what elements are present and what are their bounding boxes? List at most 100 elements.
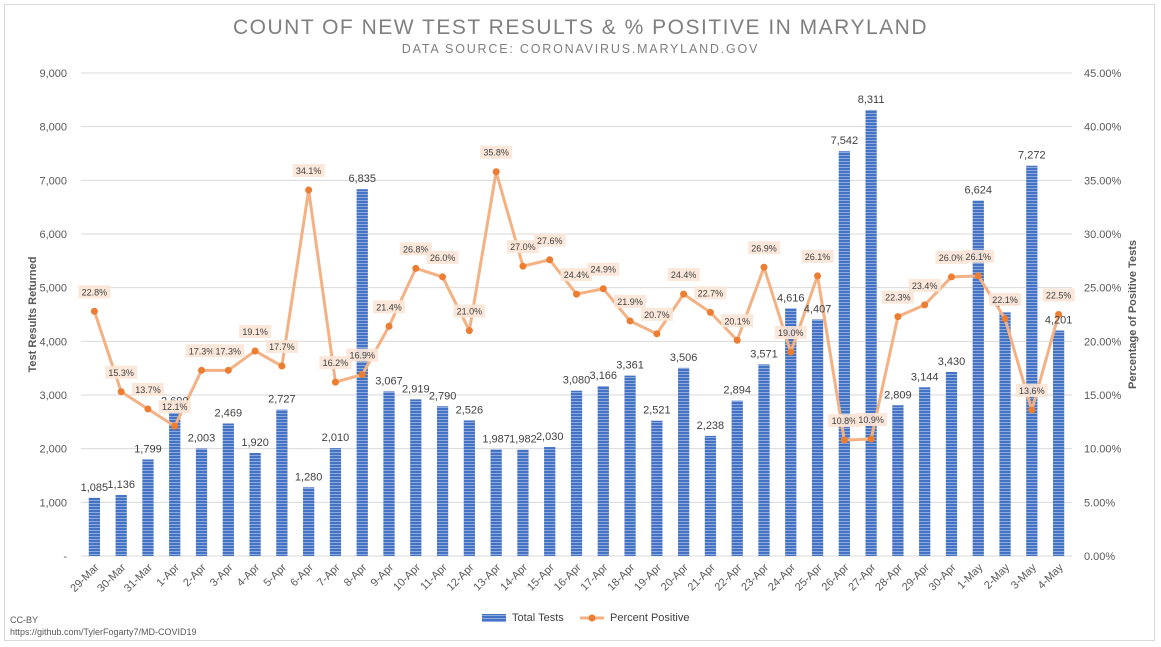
- x-tick-label: 27-Apr: [846, 561, 878, 593]
- bar-series: [88, 109, 1065, 557]
- x-tick-label: 15-Apr: [525, 561, 557, 593]
- bar: [785, 308, 797, 556]
- bar: [811, 319, 824, 556]
- percent-label-bg: [346, 348, 379, 362]
- bar-value-label: 1,136: [107, 479, 135, 491]
- line-marker: [921, 301, 929, 309]
- bar-value-label: 2,030: [536, 431, 564, 443]
- line-marker: [626, 317, 634, 325]
- data-labels: 1,0851,1361,7992,6902,0032,4691,9202,727…: [78, 94, 1075, 494]
- line-series: [90, 168, 1063, 444]
- bar-value-label: 1,920: [241, 437, 269, 449]
- percent-value-label: 17.3%: [216, 346, 242, 356]
- percent-value-label: 19.0%: [778, 328, 804, 338]
- bar-value-label: 8,311: [858, 94, 885, 106]
- x-tick-label: 8-Apr: [342, 561, 370, 589]
- percent-label-bg: [828, 414, 861, 428]
- line-marker: [224, 366, 232, 374]
- line-marker: [492, 168, 500, 176]
- bar: [383, 391, 395, 556]
- y-tick-label: 3,000: [39, 390, 67, 402]
- bar-value-label: 1,987: [482, 433, 510, 445]
- percent-value-label: 24.9%: [591, 265, 617, 275]
- bar: [919, 387, 931, 556]
- bar: [945, 371, 958, 556]
- bar: [410, 399, 422, 556]
- bar: [169, 411, 181, 556]
- y-tick-label: 4,000: [39, 336, 67, 348]
- percent-label-bg: [881, 290, 914, 304]
- percent-label-bg: [319, 356, 352, 370]
- percent-label-bg: [801, 249, 834, 263]
- y2-tick-label: 45.00%: [1084, 68, 1122, 80]
- bar: [651, 420, 663, 556]
- y-tick-label: 5,000: [39, 283, 67, 295]
- percent-label-bg: [747, 241, 780, 255]
- percent-label-bg: [292, 163, 325, 177]
- bar-value-label: 2,727: [268, 394, 296, 406]
- percent-label-bg: [239, 324, 272, 338]
- percent-value-label: 35.8%: [483, 148, 509, 158]
- bar-value-label: 1,799: [134, 443, 162, 455]
- legend-label-percent-positive: Percent Positive: [610, 612, 690, 624]
- bar: [195, 448, 208, 556]
- percent-value-label: 21.0%: [457, 307, 483, 317]
- bar: [249, 452, 261, 556]
- line-marker: [787, 348, 795, 356]
- percent-value-label: 13.7%: [135, 385, 161, 395]
- x-tick-label: 28-Apr: [873, 561, 905, 593]
- bar-value-label: 3,166: [590, 370, 618, 382]
- percent-label-bg: [506, 240, 539, 254]
- line-marker: [331, 378, 339, 386]
- percent-label-bg: [694, 286, 727, 300]
- x-tick-label: 23-Apr: [739, 561, 771, 593]
- y-tick-label: -: [63, 551, 67, 563]
- x-tick-label: 31-Mar: [122, 561, 155, 594]
- x-tick-label: 30-Mar: [95, 561, 128, 594]
- percent-label-bg: [480, 145, 513, 159]
- line-marker: [358, 371, 366, 379]
- line-marker: [840, 436, 848, 444]
- line-marker: [867, 435, 875, 443]
- legend-label-total-tests: Total Tests: [512, 612, 564, 624]
- bar: [463, 420, 475, 556]
- bar-value-label: 2,526: [456, 404, 484, 416]
- percent-label-bg: [587, 262, 620, 276]
- legend-percent-positive: Percent Positive: [580, 612, 689, 624]
- bar-value-label: 3,067: [375, 375, 403, 387]
- line-marker: [278, 362, 286, 370]
- legend-total-tests: Total Tests: [482, 612, 564, 624]
- line-marker: [465, 327, 473, 335]
- x-tick-label: 1-Apr: [154, 561, 182, 589]
- percent-label-bg: [399, 242, 432, 256]
- chart-subtitle: DATA SOURCE: CORONAVIRUS.MARYLAND.GOV: [401, 42, 760, 56]
- percent-value-label: 21.4%: [376, 302, 402, 312]
- y-tick-label: 8,000: [39, 122, 67, 134]
- percent-value-label: 22.8%: [82, 287, 108, 297]
- percent-label-bg: [721, 314, 754, 328]
- line-marker: [251, 347, 259, 355]
- percent-label-bg: [185, 344, 218, 358]
- percent-value-label: 16.2%: [323, 358, 349, 368]
- bar: [115, 495, 127, 556]
- bar: [731, 400, 743, 556]
- percent-value-label: 22.7%: [698, 288, 724, 298]
- percent-label-bg: [131, 382, 164, 396]
- percent-label-bg: [560, 268, 593, 282]
- y-tick-label: 6,000: [39, 229, 67, 241]
- bar: [704, 435, 717, 556]
- y-tick-label: 9,000: [39, 68, 67, 80]
- percent-label-bg: [667, 268, 700, 282]
- credit: CC-BY https://github.com/TylerFogarty7/M…: [10, 614, 197, 638]
- percent-label-bg: [908, 278, 941, 292]
- percent-value-label: 24.4%: [564, 270, 590, 280]
- credit-license: CC-BY: [10, 615, 39, 625]
- x-tick-label: 3-Apr: [208, 561, 236, 589]
- percent-value-label: 22.1%: [992, 295, 1018, 305]
- x-tick-label: 20-Apr: [659, 561, 691, 593]
- percent-value-label: 20.1%: [724, 316, 750, 326]
- y-axis-title: Test Results Returned: [27, 257, 39, 373]
- bar-value-label: 6,835: [348, 173, 376, 185]
- percent-label-bg: [533, 233, 566, 247]
- y-tick-label: 1,000: [39, 497, 67, 509]
